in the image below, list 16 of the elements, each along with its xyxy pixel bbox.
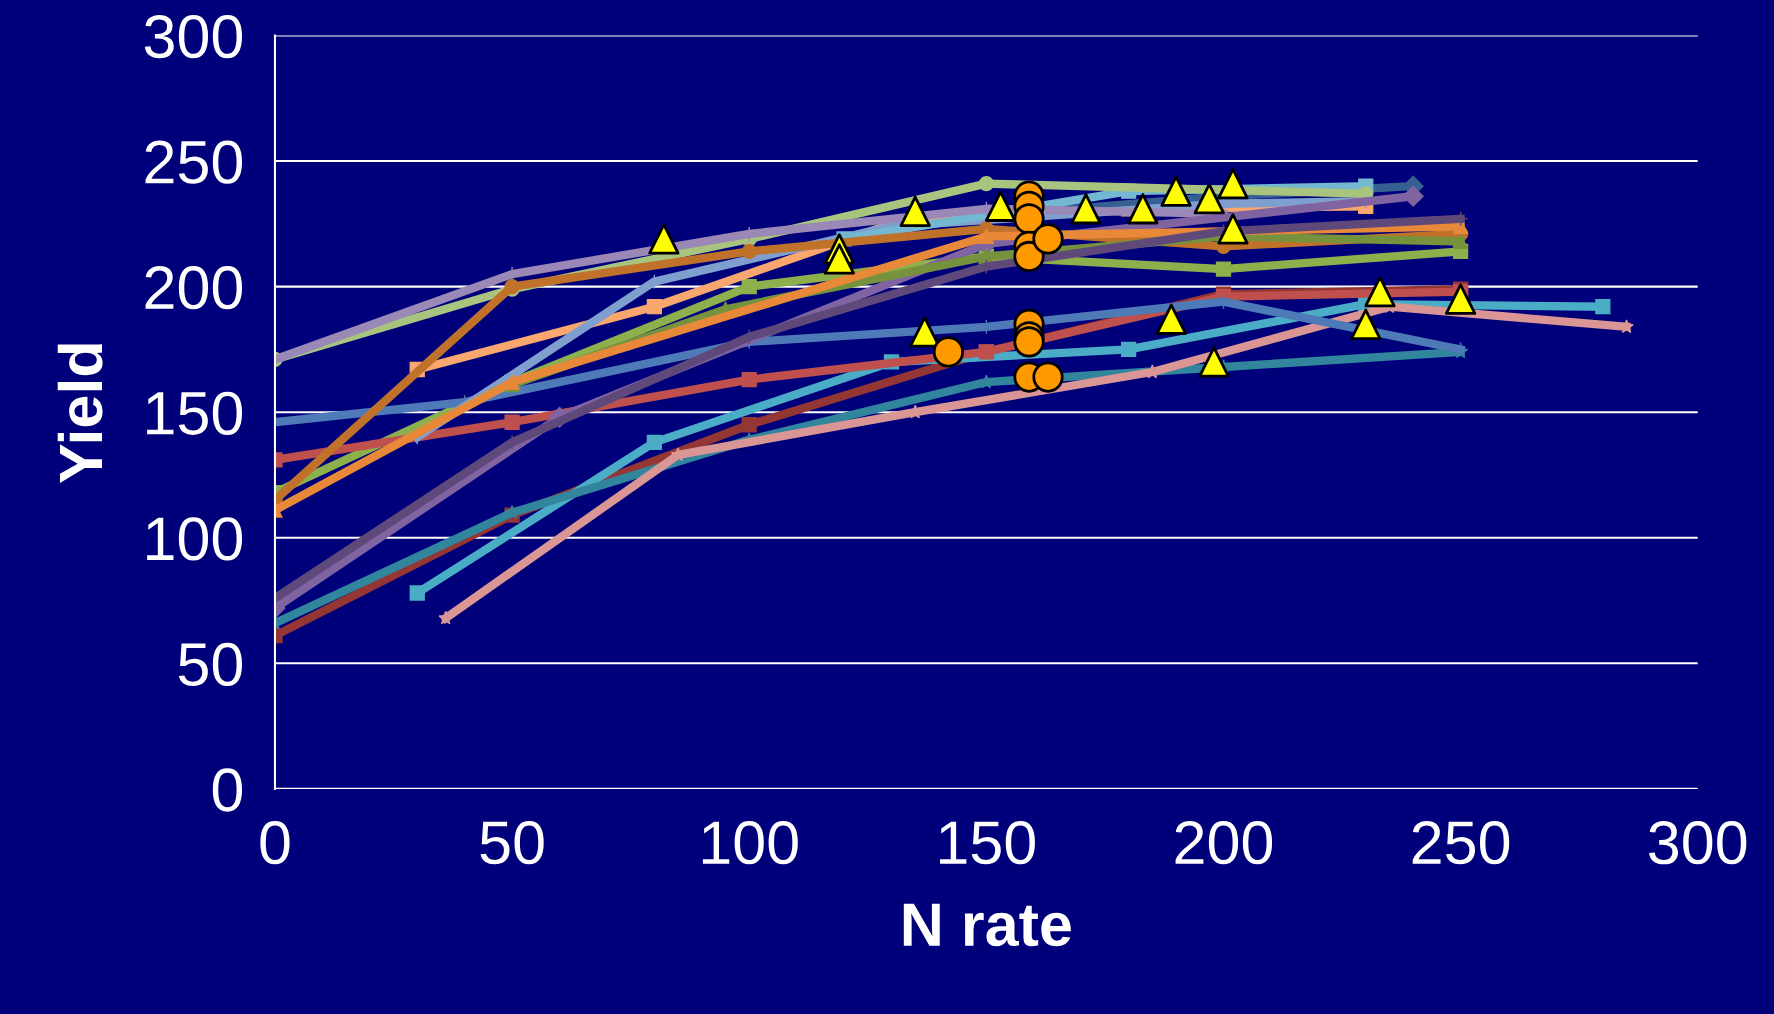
y-tick-label: 0 [212, 768, 243, 812]
y-tick-label: 100 [147, 517, 243, 561]
x-tick-label: 0 [260, 821, 290, 865]
y-tick-label: 250 [145, 140, 243, 184]
y-tick-label: 50 [178, 642, 243, 687]
x-tick-label: 150 [940, 821, 1035, 865]
y-axis-title: Yield [57, 344, 103, 484]
x-tick-label: 300 [1649, 821, 1747, 865]
x-tick-label: 100 [702, 821, 798, 865]
y-tick-label: 200 [145, 266, 243, 310]
x-tick-label: 50 [480, 821, 544, 865]
y-tick-label: 150 [147, 391, 243, 435]
x-tick-label: 250 [1412, 821, 1510, 865]
x-axis-title: N rate [903, 903, 1071, 947]
x-tick-label: 200 [1175, 821, 1273, 865]
y-tick-label: 300 [144, 14, 243, 59]
